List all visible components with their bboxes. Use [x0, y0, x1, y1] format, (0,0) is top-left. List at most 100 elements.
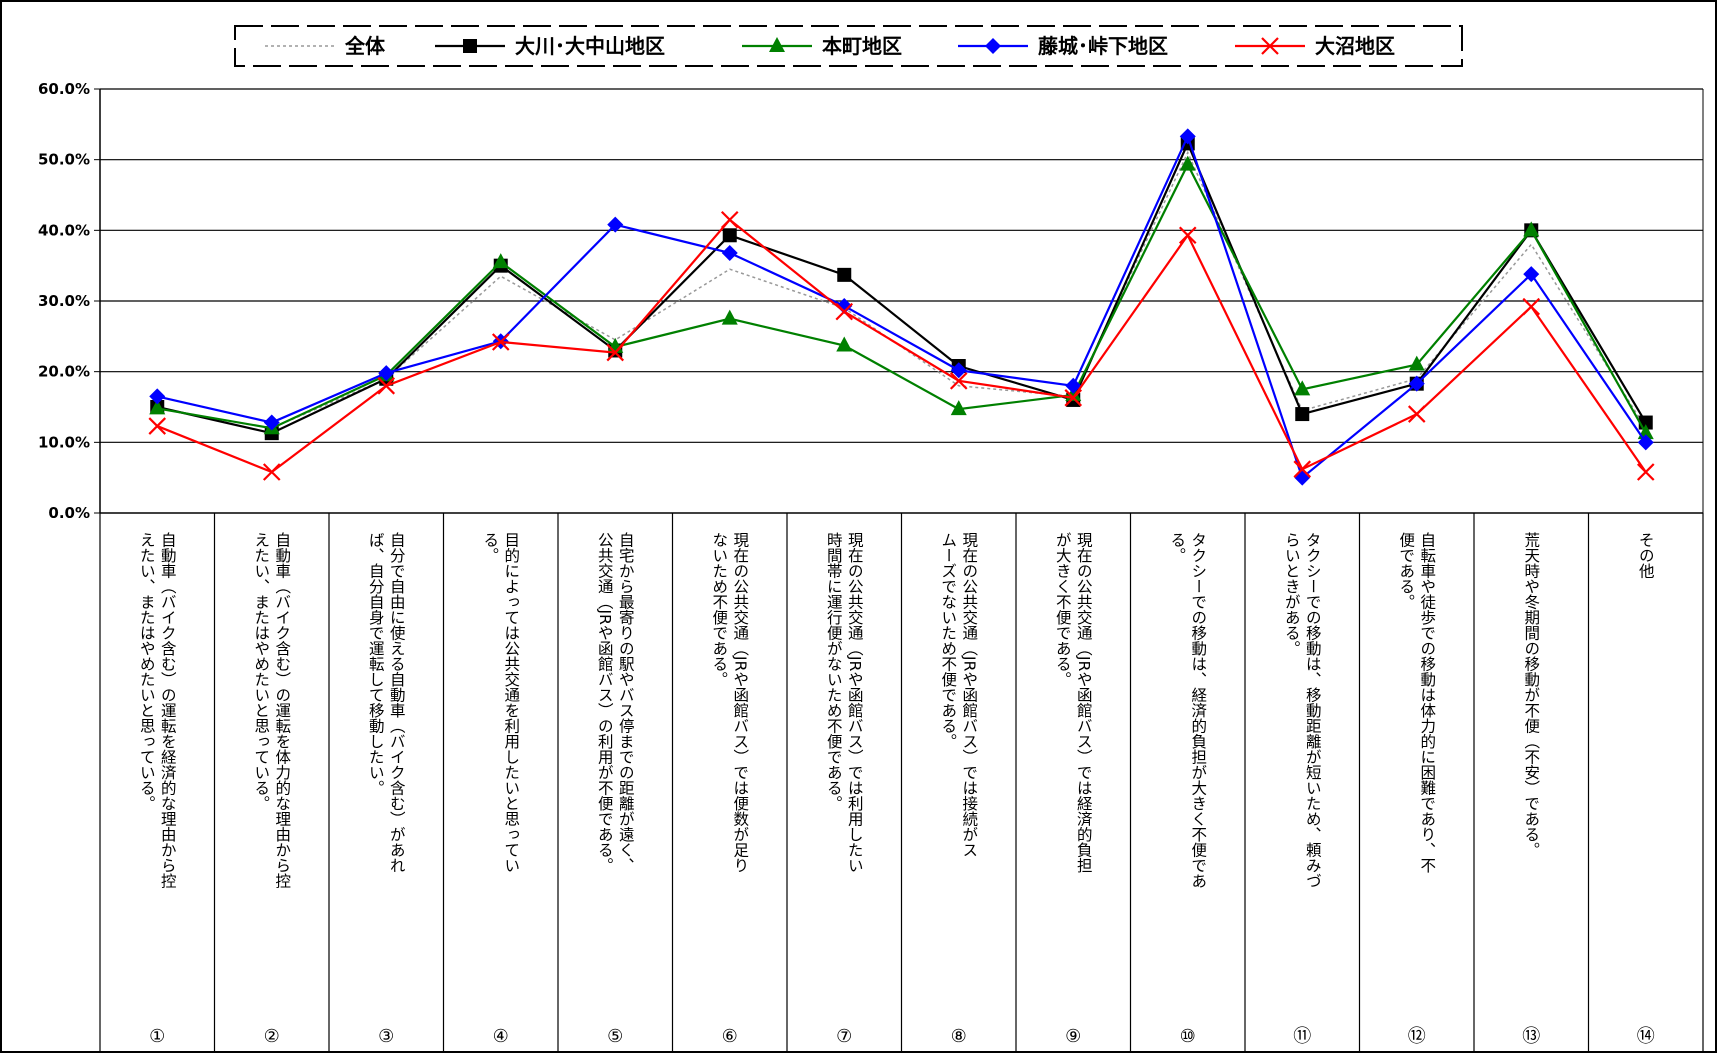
- data-point: [769, 37, 785, 52]
- legend-label: 大川･大中山地区: [515, 34, 665, 58]
- category-label-line: らいときがある。: [1283, 532, 1301, 656]
- y-tick-label: 30.0%: [38, 292, 90, 310]
- category-number: ⑩: [1180, 1026, 1196, 1047]
- category-label-line: ムーズでないため不便である。: [939, 532, 957, 749]
- data-point: [1065, 377, 1082, 394]
- data-point: [1295, 407, 1310, 422]
- category-label-line: 自動車（バイク含む）の運転を体力的な理由から控: [273, 532, 291, 890]
- category-number: ⑤: [607, 1026, 623, 1047]
- category-label-line: えたい、またはやめたいと思っている。: [252, 532, 270, 811]
- category-label-line: 便である。: [1397, 532, 1415, 610]
- y-tick-label: 20.0%: [38, 363, 90, 381]
- data-point: [1178, 226, 1197, 245]
- category-label-line: 自動車（バイク含む）の運転を経済的な理由から控: [159, 532, 177, 890]
- data-point: [1522, 297, 1541, 316]
- data-point: [1179, 128, 1196, 145]
- data-point: [492, 253, 509, 269]
- category-label: その他: [1637, 532, 1655, 580]
- category-number: ⑦: [836, 1026, 852, 1047]
- category-number: ②: [264, 1026, 280, 1047]
- data-point: [1179, 155, 1196, 171]
- category-number: ⑭: [1637, 1026, 1655, 1047]
- category-label-line: 自転車や徒歩での移動は体力的に困難であり、不: [1418, 532, 1436, 874]
- series-line: [157, 150, 1647, 429]
- data-point: [721, 309, 738, 325]
- data-point: [720, 210, 739, 229]
- data-point: [1408, 355, 1425, 371]
- data-point: [1636, 463, 1655, 481]
- data-point: [1523, 266, 1540, 283]
- category-label: 自転車や徒歩での移動は体力的に困難であり、不便である。: [1397, 532, 1436, 874]
- data-point: [149, 399, 166, 415]
- category-label-line: 現在の公共交通（JRや函館バス）では接続がス: [960, 532, 978, 857]
- data-point: [606, 343, 625, 362]
- legend: 全体 大川･大中山地区 本町地区 藤城･峠下地区 大沼地区: [234, 25, 1463, 67]
- data-point: [1293, 460, 1312, 478]
- category-label-line: タクシーでの移動は、経済的負担が大きく不便であ: [1189, 532, 1207, 889]
- category-label-line: えたい、またはやめたいと思っている。: [138, 532, 156, 811]
- series-4: [148, 210, 1655, 481]
- data-point: [1523, 221, 1540, 237]
- category-number: ⑪: [1293, 1026, 1311, 1047]
- category-label-line: 現在の公共交通（JRや函館バス）では利用したい: [846, 532, 864, 873]
- data-point: [148, 417, 167, 435]
- series-line: [157, 133, 1647, 480]
- data-point: [1261, 37, 1279, 55]
- category-label-line: 公共交通（JRや函館バス）の利用が不便である。: [596, 532, 614, 873]
- data-point: [491, 333, 510, 351]
- category-number: ③: [378, 1026, 394, 1047]
- series-2: [149, 155, 1654, 440]
- category-label-line: ば、自分自身で運転して移動したい。: [367, 532, 385, 796]
- data-point: [949, 372, 968, 390]
- data-point: [721, 244, 738, 261]
- category-label: 自宅から最寄りの駅やバス停までの距離が遠く、公共交通（JRや函館バス）の利用が不…: [596, 532, 635, 873]
- data-point: [835, 302, 854, 321]
- data-point: [1408, 375, 1425, 392]
- category-label: 自動車（バイク含む）の運転を体力的な理由から控えたい、またはやめたいと思っている…: [252, 532, 291, 890]
- data-point: [837, 267, 852, 282]
- y-tick-label: 50.0%: [38, 151, 90, 169]
- category-label-line: 目的によっては公共交通を利用したいと思ってい: [502, 532, 520, 873]
- category-label-line: る。: [481, 532, 499, 563]
- data-point: [607, 216, 624, 233]
- category-label-line: 現在の公共交通（JRや函館バス）では便数が足り: [731, 532, 749, 873]
- category-label-line: 荒天時や冬期間の移動が不便（不安）である。: [1522, 532, 1540, 858]
- category-label-line: 自分で自由に使える自動車（バイク含む）があれ: [388, 532, 406, 873]
- data-point: [1064, 389, 1083, 407]
- data-point: [950, 362, 967, 379]
- data-point: [1637, 434, 1654, 451]
- data-point: [463, 39, 477, 53]
- y-tick-label: 60.0%: [38, 80, 90, 98]
- category-number: ①: [149, 1026, 165, 1047]
- data-point: [985, 38, 1001, 54]
- data-point: [836, 297, 853, 314]
- category-label: 荒天時や冬期間の移動が不便（不安）である。: [1522, 532, 1540, 858]
- series-line: [156, 218, 1647, 474]
- series-0: [157, 150, 1647, 429]
- series-line: [157, 140, 1647, 435]
- category-number: ⑫: [1408, 1026, 1426, 1047]
- category-label: 自動車（バイク含む）の運転を経済的な理由から控えたい、またはやめたいと思っている…: [138, 532, 177, 890]
- data-point: [1294, 380, 1311, 396]
- data-point: [149, 388, 166, 405]
- data-point: [262, 463, 281, 481]
- legend-label: 本町地区: [822, 34, 902, 58]
- y-tick-label: 40.0%: [38, 221, 90, 239]
- category-label-line: 時間帯に運行便がないため不便である。: [825, 532, 843, 811]
- category-number: ⑬: [1522, 1026, 1540, 1047]
- data-point: [1407, 405, 1426, 423]
- category-label-line: タクシーでの移動は、移動距離が短いため、頼みづ: [1304, 532, 1322, 889]
- data-point: [263, 414, 280, 431]
- category-number: ④: [493, 1026, 509, 1047]
- category-label-line: 現在の公共交通（JRや函館バス）では経済的負担: [1075, 532, 1093, 873]
- category-label-line: が大きく不便である。: [1054, 532, 1072, 687]
